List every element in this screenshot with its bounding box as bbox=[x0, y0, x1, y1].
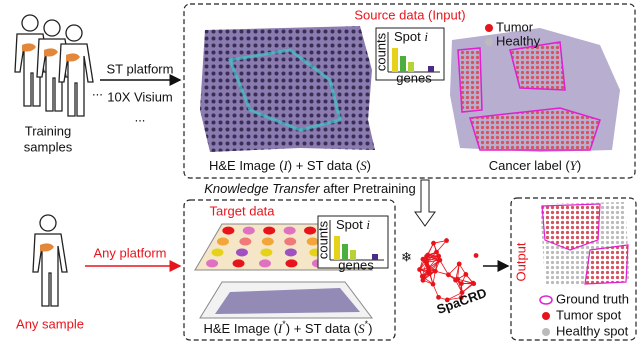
inset-ylabel: counts bbox=[373, 32, 388, 71]
spot bbox=[233, 259, 245, 267]
spot bbox=[222, 227, 234, 235]
output-title: Output bbox=[513, 242, 528, 281]
he-image bbox=[200, 26, 375, 152]
figure: ... Training samples ST platform 10X Vis… bbox=[0, 0, 641, 343]
output-image bbox=[540, 202, 630, 286]
spot bbox=[236, 248, 248, 256]
legend-dot bbox=[485, 38, 493, 46]
node bbox=[471, 281, 476, 286]
spot bbox=[285, 248, 297, 256]
ellipsis: ... bbox=[92, 83, 103, 98]
inset-ylabel: counts bbox=[315, 220, 330, 259]
legend-marker bbox=[542, 312, 550, 320]
node bbox=[474, 253, 479, 258]
frozen-icon: ❄ bbox=[401, 249, 412, 264]
inset-xlabel: genes bbox=[396, 70, 432, 85]
training-label: Training bbox=[25, 123, 71, 138]
node bbox=[425, 253, 430, 258]
node bbox=[431, 241, 436, 246]
spot bbox=[212, 248, 224, 256]
target-title: Target data bbox=[209, 203, 275, 218]
node bbox=[434, 250, 439, 255]
down-arrow bbox=[415, 180, 435, 226]
node bbox=[446, 272, 451, 277]
sample-label: Any sample bbox=[16, 316, 84, 331]
label-caption: Cancer label (Y) bbox=[489, 158, 582, 173]
target-caption: H&E Image (I*) + ST data (S*) bbox=[203, 319, 372, 336]
spot bbox=[285, 259, 297, 267]
spot bbox=[262, 238, 274, 246]
spot bbox=[259, 259, 271, 267]
spot bbox=[284, 238, 296, 246]
legend-dot bbox=[485, 24, 493, 32]
legend-label: Healthy spot bbox=[556, 323, 629, 338]
node bbox=[444, 238, 449, 243]
legend-label: Tumor spot bbox=[556, 307, 622, 322]
platform-label: Any platform bbox=[94, 245, 167, 260]
spot bbox=[304, 227, 316, 235]
node bbox=[457, 262, 462, 267]
legend-marker bbox=[540, 296, 552, 304]
spot bbox=[243, 227, 255, 235]
spot bbox=[263, 227, 275, 235]
legend-label: Tumor bbox=[496, 19, 534, 34]
spot bbox=[206, 259, 218, 267]
node bbox=[424, 260, 429, 265]
platform-name: 10X Visium bbox=[107, 89, 173, 104]
inset-spot: Spot i bbox=[394, 29, 428, 44]
node bbox=[453, 278, 458, 283]
he-tissue bbox=[215, 288, 360, 314]
he-caption: H&E Image (I) + ST data (S) bbox=[209, 158, 371, 173]
node bbox=[421, 278, 426, 283]
platform-label: ST platform bbox=[107, 61, 174, 76]
legend-label: Ground truth bbox=[556, 291, 629, 306]
legend-marker bbox=[542, 328, 550, 336]
spot bbox=[284, 227, 296, 235]
node bbox=[436, 295, 441, 300]
ellipsis: ... bbox=[135, 109, 146, 124]
node bbox=[417, 267, 422, 272]
source-title: Source data (Input) bbox=[354, 7, 465, 22]
spot-inset: counts Spot i genes bbox=[373, 28, 444, 85]
node bbox=[433, 269, 438, 274]
spot bbox=[217, 238, 229, 246]
node bbox=[426, 269, 431, 274]
node bbox=[437, 258, 442, 263]
inset-spot: Spot i bbox=[336, 217, 370, 232]
spot-inset: counts Spot i genes bbox=[315, 216, 388, 272]
transfer-label: Knowledge Transfer after Pretraining bbox=[204, 181, 415, 196]
legend-label: Healthy bbox=[496, 33, 541, 48]
training-label: samples bbox=[24, 139, 73, 154]
inset-xlabel: genes bbox=[338, 257, 374, 272]
target-person bbox=[33, 215, 67, 306]
node bbox=[431, 282, 436, 287]
spot bbox=[260, 248, 272, 256]
spot bbox=[239, 238, 251, 246]
training-people bbox=[15, 15, 93, 116]
node bbox=[463, 272, 468, 277]
node bbox=[459, 281, 464, 286]
